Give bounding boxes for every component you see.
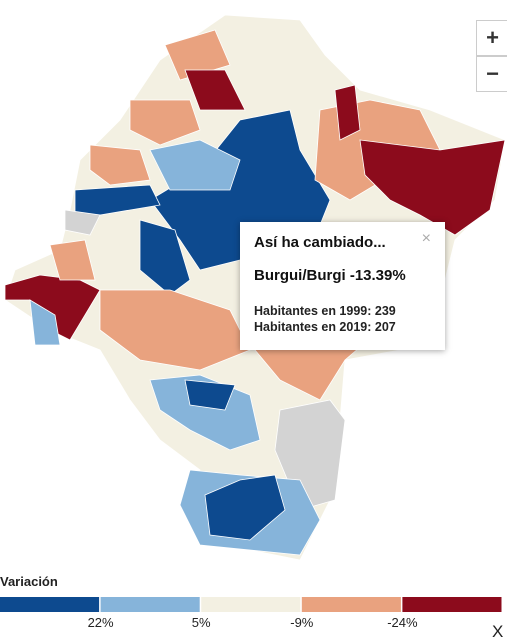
tooltip-line: Habitantes en 1999: 239: [254, 304, 396, 318]
region: [64, 209, 101, 236]
region: [359, 139, 506, 236]
legend-label: 5%: [191, 615, 211, 630]
region: [49, 239, 96, 281]
region: [334, 84, 361, 141]
region: [89, 144, 151, 186]
region: [29, 299, 61, 346]
region: [74, 184, 161, 216]
tooltip-close[interactable]: ×: [421, 230, 431, 247]
region: [184, 69, 246, 111]
region: [129, 99, 201, 146]
zoom-out[interactable]: −: [476, 56, 507, 92]
legend-label: -9%: [290, 615, 314, 630]
region: [4, 274, 101, 341]
region: [99, 289, 251, 371]
legend-swatch: [201, 597, 301, 612]
corner-mark[interactable]: X: [492, 622, 504, 640]
zoom-in[interactable]: +: [476, 20, 507, 56]
region: [149, 374, 261, 451]
region: [149, 139, 241, 191]
tooltip: Así ha cambiado... × Burgui/Burgi -13.39…: [240, 222, 445, 350]
legend-swatch: [0, 597, 100, 612]
legend-swatch: [402, 597, 502, 612]
region: [164, 29, 231, 81]
legend-label: -24%: [387, 615, 418, 630]
region: [204, 474, 286, 541]
legend-label: 22%: [87, 615, 114, 630]
tooltip-place: Burgui/Burgi -13.39%: [254, 267, 406, 284]
legend-title: Variación: [0, 574, 58, 589]
legend-bar: [0, 597, 502, 612]
tooltip-title: Así ha cambiado...: [254, 234, 386, 251]
legend-swatch: [301, 597, 401, 612]
region: [139, 219, 191, 296]
region: [184, 379, 236, 411]
legend-swatch: [100, 597, 200, 612]
tooltip-line: Habitantes en 2019: 207: [254, 320, 396, 334]
